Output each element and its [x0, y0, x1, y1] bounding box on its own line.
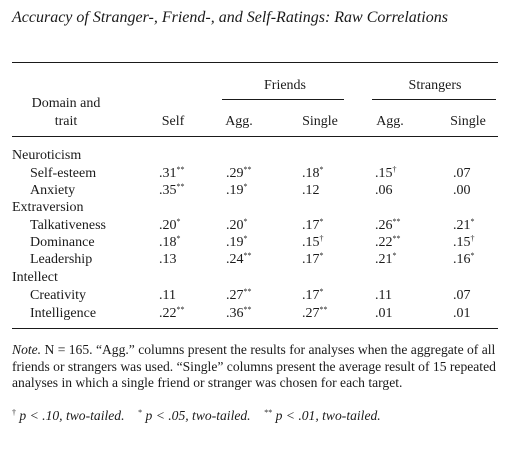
- table-cell: .17*: [302, 251, 324, 268]
- table-cell: .31**: [159, 165, 185, 182]
- table-cell: .16*: [453, 251, 475, 268]
- table-cell: .11: [375, 288, 392, 303]
- domain-label: Neuroticism: [12, 148, 82, 163]
- bottom-rule: [12, 328, 498, 329]
- table-cell: .35**: [159, 182, 185, 199]
- note-label: Note.: [12, 342, 42, 357]
- table-cell: .12: [302, 183, 320, 198]
- header-friends-group: Friends: [264, 78, 306, 93]
- table-cell: .20*: [159, 217, 181, 234]
- trait-label: Leadership: [30, 252, 93, 267]
- trait-label: Intelligence: [30, 306, 97, 321]
- table-cell: .06: [375, 183, 393, 198]
- header-domain-line2: trait: [54, 114, 78, 129]
- top-rule: [12, 62, 498, 63]
- table-cell: .18*: [159, 234, 181, 251]
- legend-item: † p < .10, two-tailed.: [12, 408, 125, 423]
- table-cell: .21*: [375, 251, 397, 268]
- table-cell: .19*: [226, 182, 248, 199]
- trait-label: Dominance: [30, 235, 95, 250]
- table-cell: .24**: [226, 251, 252, 268]
- legend-item: ** p < .01, two-tailed.: [264, 408, 381, 423]
- table-cell: .26**: [375, 217, 401, 234]
- header-domain-line1: Domain and: [31, 96, 101, 111]
- table-cell: .11: [159, 288, 176, 303]
- table-cell: .00: [453, 183, 471, 198]
- table-cell: .13: [159, 252, 177, 267]
- table-cell: .01: [453, 306, 471, 321]
- header-self: Self: [161, 114, 185, 129]
- table-cell: .27**: [226, 287, 252, 304]
- significance-legend: † p < .10, two-tailed. * p < .05, two-ta…: [12, 408, 496, 425]
- trait-label: Self-esteem: [30, 166, 97, 181]
- table-cell: .18*: [302, 165, 324, 182]
- domain-label: Intellect: [12, 270, 58, 285]
- header-friends-single: Single: [302, 114, 338, 129]
- table-cell: .07: [453, 166, 471, 181]
- header-strangers-group: Strangers: [408, 78, 462, 93]
- table-cell: .19*: [226, 234, 248, 251]
- table-title: Accuracy of Stranger-, Friend-, and Self…: [12, 9, 448, 26]
- header-strangers-single: Single: [450, 114, 486, 129]
- table-cell: .22**: [159, 305, 185, 322]
- trait-label: Creativity: [30, 288, 86, 303]
- domain-label: Extraversion: [12, 200, 84, 215]
- table-cell: .36**: [226, 305, 252, 322]
- table-cell: .29**: [226, 165, 252, 182]
- note-text: N = 165. “Agg.” columns present the resu…: [12, 342, 496, 390]
- table-cell: .21*: [453, 217, 475, 234]
- table-cell: .01: [375, 306, 393, 321]
- friends-group-rule: [222, 99, 344, 100]
- table-cell: .20*: [226, 217, 248, 234]
- table-cell: .17*: [302, 287, 324, 304]
- strangers-group-rule: [372, 99, 496, 100]
- trait-label: Talkativeness: [30, 218, 106, 233]
- table-note: Note. N = 165. “Agg.” columns present th…: [12, 342, 496, 392]
- header-friends-agg: Agg.: [225, 114, 253, 129]
- header-rule: [12, 136, 498, 137]
- trait-label: Anxiety: [30, 183, 76, 198]
- legend-item: * p < .05, two-tailed.: [138, 408, 251, 423]
- table-cell: .17*: [302, 217, 324, 234]
- table-cell: .22**: [375, 234, 401, 251]
- table-cell: .15†: [375, 165, 397, 182]
- header-strangers-agg: Agg.: [376, 114, 404, 129]
- table-cell: .07: [453, 288, 471, 303]
- table-cell: .15†: [453, 234, 475, 251]
- table-cell: .27**: [302, 305, 328, 322]
- table-cell: .15†: [302, 234, 324, 251]
